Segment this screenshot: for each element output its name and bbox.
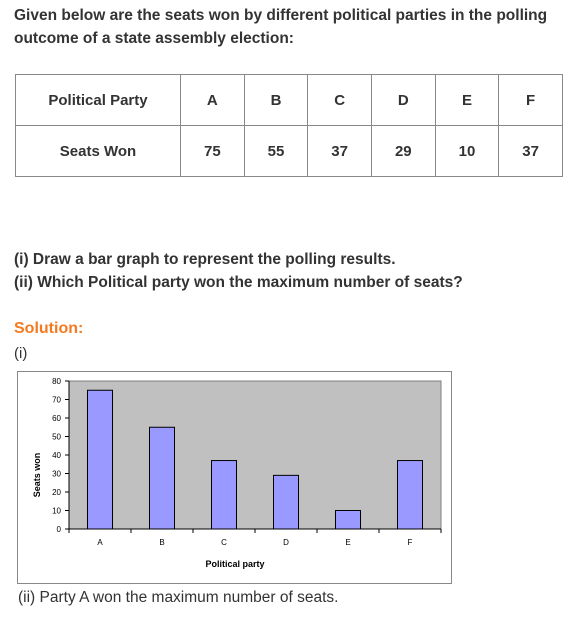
x-tick-label: A — [97, 538, 103, 547]
seats-table: Political Party A B C D E F Seats Won 75… — [15, 74, 563, 177]
bar-a — [87, 389, 113, 530]
plot-area — [68, 380, 442, 530]
row-header-party: Political Party — [15, 74, 181, 126]
seats-cell: 37 — [498, 125, 563, 177]
party-cell: B — [243, 74, 309, 126]
x-tick-label: E — [345, 538, 350, 547]
seats-cell: 55 — [243, 125, 309, 177]
y-tick-label: 20 — [52, 488, 61, 497]
y-axis-title: Seats won — [32, 453, 42, 498]
party-cell: E — [434, 74, 500, 126]
bar-d — [273, 474, 299, 530]
bar-chart-svg: 0 10 20 30 40 50 60 70 80 A B C D E F Political party Se… — [32, 377, 442, 569]
y-tick-label: 0 — [57, 525, 62, 534]
y-tick-label: 80 — [52, 377, 61, 386]
questions: (i) Draw a bar graph to represent the po… — [14, 248, 463, 294]
seats-cell: 75 — [180, 125, 245, 177]
table-row: Political Party A B C D E F — [15, 74, 563, 126]
answer-text: (ii) Party A won the maximum number of s… — [18, 589, 339, 606]
x-tick-label: F — [408, 538, 413, 547]
part-1-label: (i) — [14, 345, 28, 362]
party-cell: C — [307, 74, 372, 126]
y-tick-label: 70 — [52, 396, 61, 405]
bar-c — [211, 460, 237, 530]
y-tick-label: 30 — [52, 470, 61, 479]
table-row: Seats Won 75 55 37 29 10 37 — [15, 125, 563, 177]
bar-e — [335, 510, 361, 530]
x-tick-label: B — [159, 538, 164, 547]
seats-cell: 10 — [434, 125, 500, 177]
party-cell: D — [370, 74, 436, 126]
bar-chart: 0 10 20 30 40 50 60 70 80 A B C D E F Political party Se… — [17, 371, 452, 584]
row-header-seats: Seats Won — [15, 125, 181, 177]
y-tick-label: 10 — [52, 507, 61, 516]
x-tick-label: C — [221, 538, 227, 547]
solution-heading: Solution: — [14, 320, 84, 337]
problem-intro: Given below are the seats won by differe… — [14, 7, 548, 47]
y-tick-label: 50 — [52, 433, 61, 442]
bar-f — [397, 460, 423, 530]
x-tick-label: D — [283, 538, 289, 547]
party-cell: F — [498, 74, 563, 126]
y-tick-label: 60 — [52, 414, 61, 423]
seats-cell: 29 — [370, 125, 436, 177]
seats-cell: 37 — [307, 125, 372, 177]
bar-b — [149, 426, 175, 530]
x-axis-title: Political party — [205, 559, 264, 569]
y-tick-label: 40 — [52, 451, 61, 460]
question-2: (ii) Which Political party won the maxim… — [14, 274, 463, 291]
party-cell: A — [180, 74, 245, 126]
question-1: (i) Draw a bar graph to represent the po… — [14, 251, 396, 268]
